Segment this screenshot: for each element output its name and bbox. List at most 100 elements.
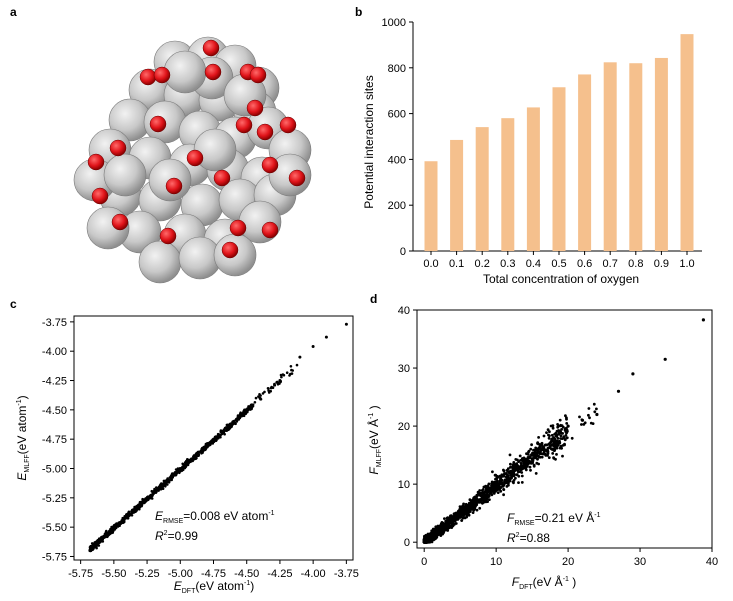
scatter-point [562, 435, 566, 439]
scatter-point [478, 506, 482, 510]
oxygen-atom [261, 221, 279, 239]
d-y-axis-label: FMLFF(eV Å-1 ) [366, 405, 383, 474]
scatter-point [291, 369, 295, 372]
oxygen-atom [109, 139, 127, 157]
scatter-point [484, 487, 488, 490]
scatter-point [552, 456, 555, 460]
scatter-point [570, 436, 574, 440]
scatter-point [512, 461, 516, 464]
c-y-tick-label: -5.50 [42, 522, 67, 534]
scatter-point [502, 469, 506, 473]
c-y-tick-label: -5.75 [42, 551, 67, 563]
oxygen-atom [139, 68, 157, 86]
d-x-tick-label: 30 [634, 556, 646, 568]
scatter-point [186, 463, 189, 467]
bar [603, 62, 617, 251]
scatter-point [537, 442, 540, 446]
scatter-point [117, 522, 120, 525]
scatter-point [561, 425, 565, 429]
scatter-point [242, 414, 246, 418]
scatter-point [174, 473, 177, 477]
scatter-point [212, 437, 215, 441]
c-y-axis-label: EMLFF(eV atom-1) [15, 395, 31, 480]
c-y-tick-label: -4.00 [42, 346, 67, 358]
scatter-point [109, 528, 112, 531]
oxygen-atom [149, 115, 167, 133]
scatter-point [469, 502, 472, 506]
b-x-tick-label: 0.1 [449, 258, 464, 270]
scatter-point [224, 429, 228, 432]
scatter-point [547, 456, 551, 459]
scatter-point [448, 525, 452, 529]
scatter-point [494, 490, 497, 493]
scatter-point [448, 518, 452, 521]
atom-cluster [73, 36, 312, 284]
scatter-point [234, 422, 237, 426]
scatter-point [97, 538, 100, 542]
scatter-point [551, 426, 555, 430]
bar [475, 127, 489, 251]
bar [450, 139, 464, 251]
scatter-point [461, 516, 465, 520]
scatter-point [556, 437, 560, 440]
scatter-point [496, 491, 500, 494]
c-x-label-unit: (eV atom [195, 579, 244, 593]
scatter-point [496, 479, 499, 483]
scatter-point [426, 540, 430, 544]
scatter-point [105, 532, 109, 536]
scatter-point [280, 375, 283, 379]
scatter-point [426, 537, 430, 541]
scatter-point [88, 545, 92, 549]
scatter-point [468, 507, 472, 511]
scatter-point [525, 457, 529, 461]
b-x-tick-label: 0.7 [603, 258, 618, 270]
c-x-tick-label: -5.00 [168, 568, 193, 580]
c-y-label-unit: (eV atom [15, 406, 29, 455]
scatter-point [228, 426, 232, 430]
scatter-point [258, 396, 262, 400]
scatter-point [98, 541, 101, 544]
scatter-point [479, 498, 483, 502]
scatter-point [423, 534, 426, 538]
scatter-point [139, 504, 143, 507]
scatter-point [191, 457, 194, 461]
scatter-point [194, 454, 198, 458]
scatter-point [555, 453, 558, 456]
scatter-point [446, 529, 450, 532]
scatter-point [196, 451, 200, 454]
scatter-point [500, 482, 503, 486]
b-y-tick-label: 0 [400, 246, 406, 258]
scatter-point [253, 401, 257, 404]
scatter-point [595, 412, 599, 417]
scatter-point [465, 505, 469, 509]
scatter-point [266, 387, 270, 390]
scatter-point [532, 464, 536, 468]
scatter-point [464, 502, 468, 506]
scatter-point [540, 452, 544, 456]
scatter-point [504, 472, 508, 475]
b-y-tick-label: 1000 [382, 17, 406, 29]
scatter-point [476, 490, 480, 494]
scatter-point [187, 460, 190, 464]
scatter-point [447, 522, 451, 526]
d-x-label-unit: (eV Å [533, 574, 563, 589]
scatter-point [565, 431, 568, 435]
b-x-tick-label: 0.3 [500, 258, 515, 270]
scatter-point [530, 453, 533, 457]
oxygen-atom [256, 123, 274, 141]
scatter-point [153, 488, 156, 492]
scatter-point [540, 441, 544, 445]
scatter-chart-c: -5.75 -5.50 -5.25 -5.00 -4.75 -4.50 -4.25 -4.00… [15, 315, 359, 595]
scatter-point [512, 481, 515, 485]
scatter-point [451, 517, 455, 521]
scatter-point [565, 422, 569, 425]
bar [552, 87, 566, 251]
c-x-tick-label: -5.25 [135, 568, 160, 580]
scatter-point [595, 407, 598, 411]
scatter-point [149, 493, 153, 497]
scatter-point [285, 371, 289, 375]
scatter-point [550, 438, 553, 442]
c-x-tick-label: -5.50 [101, 568, 126, 580]
bar-chart-b: Potential interaction sites Total concen… [362, 17, 702, 286]
scatter-point [207, 442, 211, 445]
